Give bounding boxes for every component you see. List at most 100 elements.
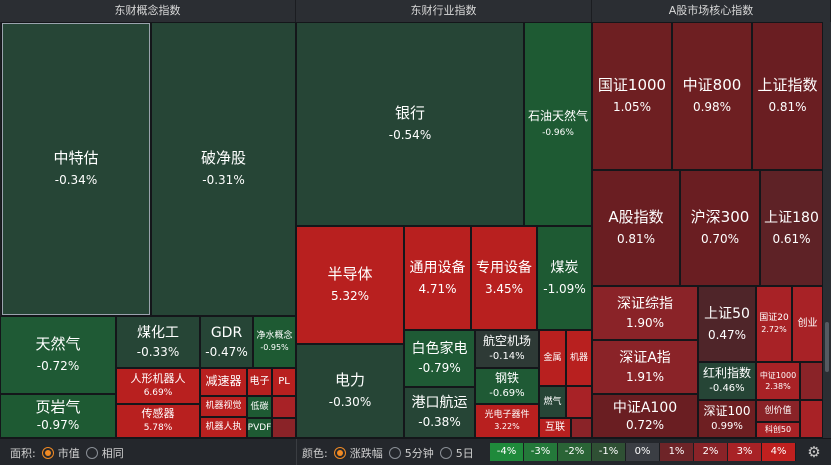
tile-dianli[interactable]: 电力 -0.30% bbox=[296, 344, 404, 438]
color-option-zhangdiefu[interactable]: 涨跌幅 bbox=[349, 446, 383, 460]
tile-zza100[interactable]: 中证A100 0.72% bbox=[592, 394, 698, 438]
header-concept: 东财概念指数 bbox=[0, 0, 296, 22]
scale-swatch: 1% bbox=[660, 443, 694, 461]
area-radio-shizhi[interactable] bbox=[41, 446, 54, 459]
tile-kechuang[interactable]: 科创50 bbox=[756, 422, 800, 438]
tile-jiansuqi[interactable]: 减速器 bbox=[200, 368, 247, 396]
color-radio-5min[interactable] bbox=[388, 446, 401, 459]
tile-hulian[interactable]: 互联 bbox=[539, 418, 571, 438]
tile-jiqi[interactable]: 机器 bbox=[566, 330, 592, 386]
tile-name: 中特估 bbox=[53, 149, 99, 168]
tile-name: 煤炭 bbox=[550, 259, 579, 276]
tile-szaz[interactable]: 深证A指 1.91% bbox=[592, 340, 698, 394]
gear-icon[interactable]: ⚙ bbox=[807, 443, 821, 461]
tile-name: 红利指数 bbox=[702, 366, 751, 381]
tile-gz1000[interactable]: 国证1000 1.05% bbox=[592, 22, 672, 170]
tile-name: 创价值 bbox=[764, 405, 792, 416]
tile-bandaoti[interactable]: 半导体 5.32% bbox=[296, 226, 404, 344]
tile-sz180[interactable]: 上证180 0.61% bbox=[760, 170, 823, 286]
tile-chuangxin[interactable]: 创价值 bbox=[756, 400, 800, 422]
tile-dianzi[interactable]: 电子 bbox=[247, 368, 272, 396]
tile-hs300[interactable]: 沪深300 0.70% bbox=[680, 170, 760, 286]
tile-sz50[interactable]: 上证50 0.47% bbox=[698, 286, 756, 362]
tile-renxing[interactable]: 人形机器人 6.69% bbox=[116, 368, 200, 404]
tile-yinhang[interactable]: 银行 -0.54% bbox=[296, 22, 524, 226]
tile-name: 科创50 bbox=[764, 425, 792, 435]
tile-baise[interactable]: 白色家电 -0.79% bbox=[404, 330, 475, 387]
tile-zz1000[interactable]: 中证1000 2.38% bbox=[756, 362, 800, 400]
tile-name: 航空机场 bbox=[482, 334, 531, 349]
area-radio-xiangtong[interactable] bbox=[85, 446, 98, 459]
tile-ditan[interactable]: 低碳 bbox=[247, 396, 272, 418]
tile-tongyong[interactable]: 通用设备 4.71% bbox=[404, 226, 471, 330]
tile-pct: 5.32% bbox=[330, 289, 370, 304]
tile-jinshu[interactable]: 金属 bbox=[539, 330, 566, 386]
color-option-5min[interactable]: 5分钟 bbox=[404, 446, 434, 460]
color-scale-legend: -4% -3% -2% -1% 0% 1% 2% 3% 4% bbox=[490, 443, 796, 461]
tile-meitan[interactable]: 煤炭 -1.09% bbox=[537, 226, 592, 330]
tile-meihuagong[interactable]: 煤化工 -0.33% bbox=[116, 316, 200, 368]
area-option-shizhi[interactable]: 市值 bbox=[57, 446, 80, 460]
color-label: 颜色: bbox=[302, 446, 328, 460]
tile-name: A股指数 bbox=[608, 208, 664, 227]
tile-ranqi[interactable]: 燃气 bbox=[539, 386, 566, 418]
tile-chuanganqi[interactable]: 传感器 5.78% bbox=[116, 404, 200, 438]
tile-name: 传感器 bbox=[141, 407, 175, 421]
tile-pct: 3.45% bbox=[484, 281, 524, 296]
scale-swatch: 0% bbox=[626, 443, 660, 461]
tile-zhuanyong[interactable]: 专用设备 3.45% bbox=[471, 226, 537, 330]
tile-name: 专用设备 bbox=[476, 259, 532, 276]
tile-shiyou[interactable]: 石油天然气 -0.96% bbox=[524, 22, 592, 226]
tile-pct: 0.98% bbox=[692, 100, 732, 115]
tile-misc-red-f[interactable] bbox=[800, 400, 823, 438]
tile-tianranqi[interactable]: 天然气 -0.72% bbox=[0, 316, 116, 394]
tile-guangdian[interactable]: 光电子器件 3.22% bbox=[475, 404, 539, 438]
tile-pct: 0.61% bbox=[772, 231, 811, 246]
tile-gz20[interactable]: 国证20 2.72% bbox=[756, 286, 792, 362]
tile-misc-red-d[interactable] bbox=[571, 418, 592, 438]
tile-name: 白色家电 bbox=[411, 341, 468, 358]
tile-misc-red-a[interactable] bbox=[272, 396, 296, 418]
tile-pct: 0.81% bbox=[768, 100, 807, 115]
tile-gangtie[interactable]: 钢铁 -0.69% bbox=[475, 368, 539, 404]
tile-gangkou[interactable]: 港口航运 -0.38% bbox=[404, 387, 475, 438]
tile-pl[interactable]: PL bbox=[272, 368, 296, 396]
tile-name: 互联 bbox=[545, 422, 565, 434]
tile-name: 石油天然气 bbox=[527, 108, 588, 123]
tile-pct: 0.70% bbox=[700, 232, 740, 247]
tile-pojinggu[interactable]: 破净股 -0.31% bbox=[151, 22, 296, 316]
tile-jingshui[interactable]: 净水概念 -0.95% bbox=[253, 316, 296, 368]
tile-misc-red-b[interactable] bbox=[272, 418, 296, 438]
scrollbar[interactable] bbox=[823, 22, 831, 438]
tile-yeyanqi[interactable]: 页岩气 -0.97% bbox=[0, 394, 116, 438]
tile-pct: 3.22% bbox=[494, 422, 520, 432]
tile-jiqishijue[interactable]: 机器视觉 bbox=[200, 396, 247, 417]
tile-zz800[interactable]: 中证800 0.98% bbox=[672, 22, 752, 170]
tile-name: 深证A指 bbox=[619, 349, 671, 366]
tile-misc-red-e[interactable] bbox=[800, 362, 823, 400]
tile-szzs[interactable]: 上证指数 0.81% bbox=[752, 22, 823, 170]
tile-gdr[interactable]: GDR -0.47% bbox=[200, 316, 253, 368]
color-radio-zhangdiefu[interactable] bbox=[333, 446, 346, 459]
area-label: 面积: bbox=[10, 446, 36, 460]
tile-jiqirenzhi[interactable]: 机器人执 bbox=[200, 417, 247, 438]
tile-pct: -0.69% bbox=[489, 387, 525, 399]
tile-agzs[interactable]: A股指数 0.81% bbox=[592, 170, 680, 286]
tile-szzz[interactable]: 深证综指 1.90% bbox=[592, 286, 698, 340]
tile-name: GDR bbox=[210, 324, 243, 341]
scrollbar-thumb[interactable] bbox=[825, 322, 829, 372]
tile-hangkong[interactable]: 航空机场 -0.14% bbox=[475, 330, 539, 368]
tile-hongli[interactable]: 红利指数 -0.46% bbox=[698, 362, 756, 400]
tile-pct: -0.38% bbox=[418, 415, 461, 430]
tile-misc-red-c[interactable] bbox=[566, 386, 592, 418]
tile-name: 上证指数 bbox=[757, 76, 818, 95]
tile-pct: -0.96% bbox=[542, 127, 574, 138]
tile-pvdf[interactable]: PVDF bbox=[247, 418, 272, 438]
color-radio-5day[interactable] bbox=[439, 446, 452, 459]
tile-chuangye[interactable]: 创业 bbox=[792, 286, 823, 362]
tile-pct: -0.97% bbox=[36, 418, 80, 433]
area-option-xiangtong[interactable]: 相同 bbox=[101, 446, 124, 460]
color-option-5day[interactable]: 5日 bbox=[455, 446, 474, 460]
tile-zhongteguo[interactable]: 中特估 -0.34% bbox=[1, 22, 151, 316]
tile-sz100[interactable]: 深证100 0.99% bbox=[698, 400, 756, 438]
